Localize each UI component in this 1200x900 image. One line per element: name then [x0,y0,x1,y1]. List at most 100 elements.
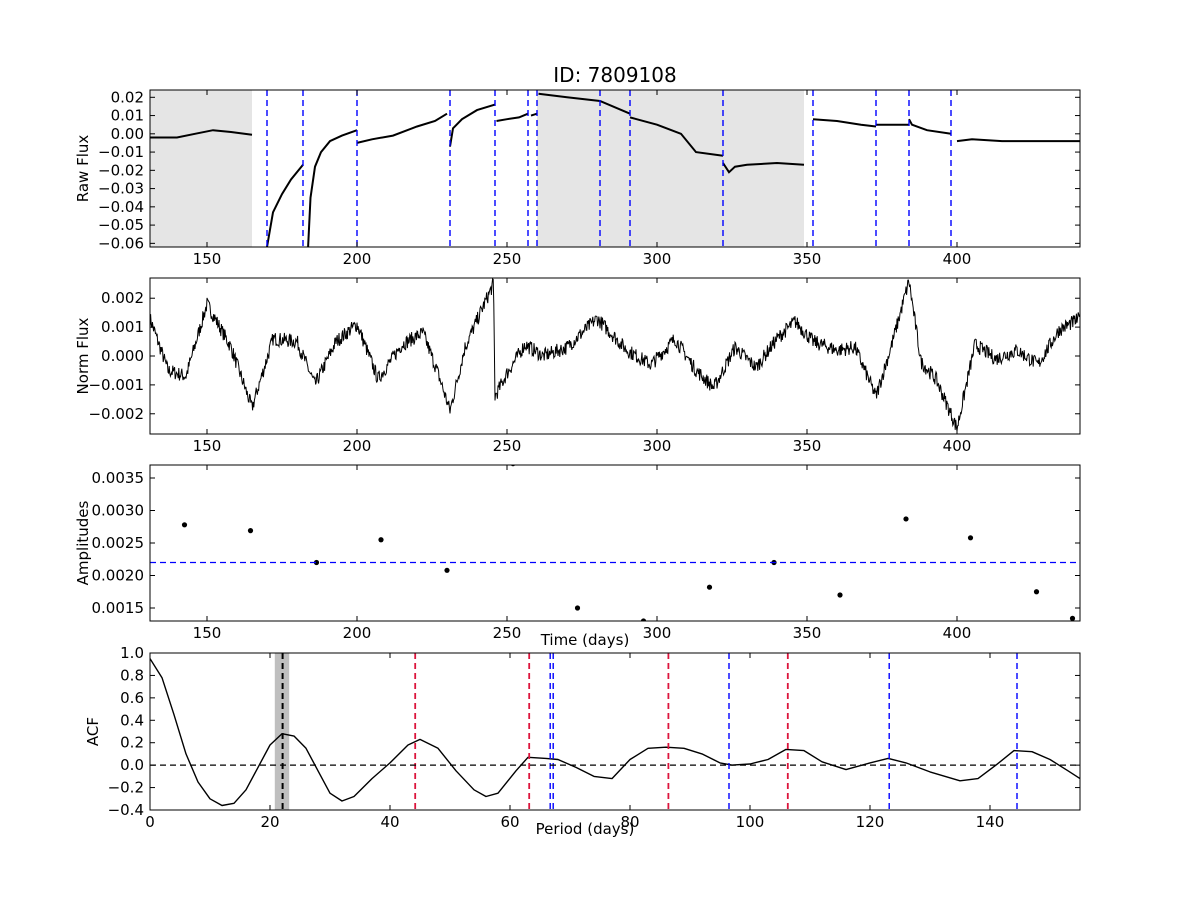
y-axis-label: ACF [84,717,102,746]
y-tick-label: −0.4 [108,801,144,819]
y-axis-label: Raw Flux [74,135,92,203]
y-tick-label: 1.0 [120,644,144,662]
y-tick-label: −0.02 [98,161,144,179]
raw-flux-segment [496,112,529,122]
y-tick-label: 0.01 [111,107,144,125]
amplitude-point [903,516,909,522]
y-tick-label: 0.000 [101,347,144,365]
axes-frame [149,464,1081,622]
x-tick-label: 350 [793,250,822,268]
raw-flux-segment [629,116,724,157]
x-tick-label: 400 [943,250,972,268]
y-tick-label: 0.2 [120,734,144,752]
y-tick-label: 0.4 [120,711,144,729]
plot-area [150,653,1080,810]
amplitude-point [837,592,843,598]
amplitude-point [574,605,581,611]
axes-frame [149,277,1081,435]
x-tick-label: 350 [793,624,822,642]
x-tick-label: 400 [943,624,972,642]
y-tick-label: 0.0 [120,756,144,774]
y-tick-label: 0.02 [111,88,144,106]
plot-area [150,278,1080,432]
y-tick-label: 0.0030 [92,502,145,520]
y-tick-label: −0.01 [98,143,144,161]
x-tick-label: 140 [976,813,1005,831]
amplitude-point [181,522,188,528]
y-tick-label: −0.05 [98,216,144,234]
amplitude-point [1069,615,1076,621]
x-tick-label: 60 [500,813,519,831]
x-tick-label: 300 [643,437,672,455]
shaded-span [150,90,252,247]
amplitudes-panel: 150 200 250 300 350 400 0.0015 0.0020 0.0025 0.00… [74,464,1081,649]
raw-flux-segment [307,129,358,247]
x-tick-label: 200 [343,437,372,455]
y-tick-label: 0.8 [120,666,144,684]
raw-flux-segment [150,129,253,139]
y-tick-label: 0.0025 [92,534,145,552]
x-tick-label: 300 [643,250,672,268]
x-tick-label: 80 [620,813,639,831]
amplitude-point [640,618,647,621]
x-tick-label: 120 [856,813,885,831]
y-tick-label: 0.00 [111,125,144,143]
period-uncertainty-band [274,653,290,810]
amplitude-point [444,567,450,573]
raw-flux-segment [956,138,1080,143]
x-axis-label: Time (days) [540,631,630,649]
raw-flux-segment [356,112,448,144]
raw-flux-panel: 150 200 250 300 350 400−0.06−0.05−0.04−0.03−0… [74,88,1081,268]
x-axis-label: Period (days) [536,820,635,838]
acf-panel: 0 20 40 60 80 100 120 140 −0.4 −0.2 0.0 0.2 0.4 0.6 0.… [84,644,1081,838]
x-tick-label: 150 [193,437,222,455]
plot-area [150,90,1080,247]
shaded-span [537,90,804,247]
x-tick-label: 20 [260,813,279,831]
x-tick-label: 250 [493,250,522,268]
amplitude-point [967,535,974,541]
raw-flux-segment [530,112,538,117]
x-tick-label: 250 [493,437,522,455]
y-tick-label: 0.0035 [92,469,145,487]
raw-flux-segment [812,118,877,128]
raw-flux-segment [449,103,496,147]
x-tick-label: 0 [145,813,155,831]
acf-line [150,658,1080,807]
x-tick-label: 200 [343,624,372,642]
y-axis-label: Amplitudes [74,500,92,585]
y-tick-label: 0.6 [120,689,144,707]
amplitude-point [378,537,384,543]
y-axis-label: Norm Flux [74,317,92,394]
x-tick-label: 300 [643,624,672,642]
amplitude-point [1033,589,1040,595]
amplitude-point [510,465,516,467]
norm-flux-line [150,278,1080,432]
raw-flux-segment [908,118,952,135]
axes-frame [149,652,1081,811]
x-tick-label: 150 [193,250,222,268]
y-tick-label: −0.001 [88,376,144,394]
x-tick-label: 150 [193,624,222,642]
chart-title: ID: 7809108 [553,63,676,87]
y-tick-label: 0.002 [101,289,144,307]
x-tick-label: 200 [343,250,372,268]
axes-frame [149,89,1081,248]
x-tick-label: 100 [736,813,765,831]
y-tick-label: 0.001 [101,318,144,336]
y-tick-label: −0.03 [98,180,144,198]
amplitude-point [313,559,320,566]
y-tick-label: 0.0015 [92,599,145,617]
plot-area [150,465,1080,621]
x-tick-label: 40 [380,813,399,831]
amplitude-point [247,528,254,534]
norm-flux-panel: 150 200 250 300 350 400 −0.002 −0.001 0.000 0.001… [74,277,1081,455]
x-tick-label: 250 [493,624,522,642]
x-tick-label: 400 [943,437,972,455]
y-tick-label: −0.002 [88,405,144,423]
raw-flux-segment [538,92,631,115]
y-tick-label: −0.2 [108,779,144,797]
raw-flux-segment [722,161,805,174]
amplitude-point [706,584,713,590]
